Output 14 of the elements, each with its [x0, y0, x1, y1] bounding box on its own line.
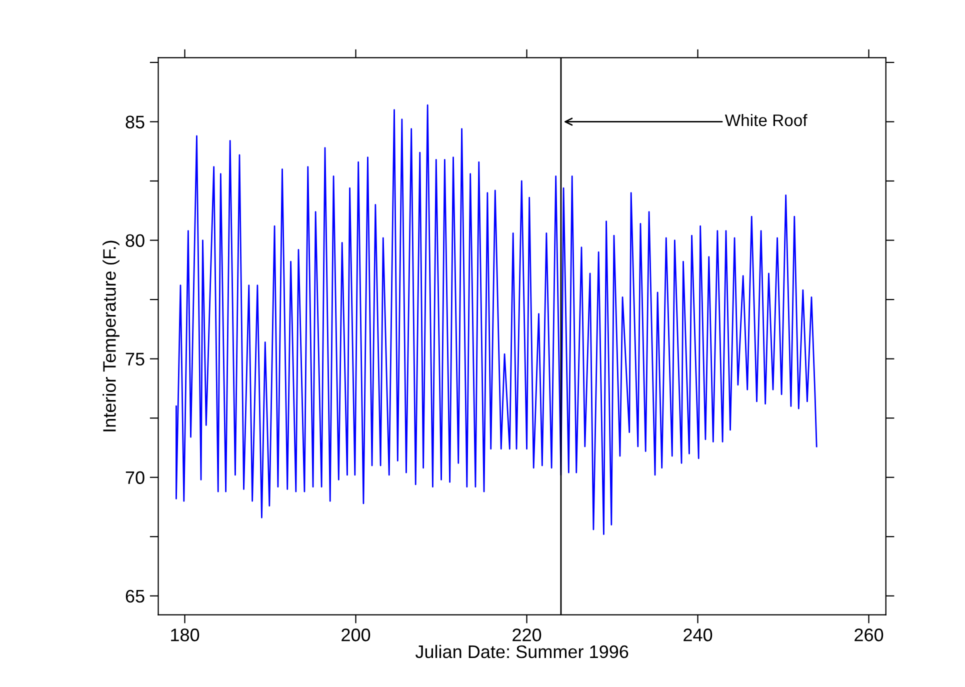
y-tick-label: 65: [126, 590, 144, 603]
y-axis-title: Interior Temperature (F.): [102, 240, 120, 432]
x-axis-title: Julian Date: Summer 1996: [415, 644, 628, 658]
x-tick-label: 180: [171, 628, 200, 642]
line-series: [176, 104, 818, 535]
x-tick-label: 260: [854, 628, 884, 642]
x-tick-label: 220: [512, 628, 542, 642]
y-tick-label: 80: [126, 234, 144, 247]
x-tick-label: 240: [684, 628, 712, 642]
y-tick-label: 85: [126, 116, 144, 128]
y-tick-label: 70: [126, 471, 144, 484]
y-tick-label: 75: [126, 352, 144, 366]
x-tick-label: 200: [342, 628, 370, 642]
annotation: White Roof: [724, 114, 808, 126]
